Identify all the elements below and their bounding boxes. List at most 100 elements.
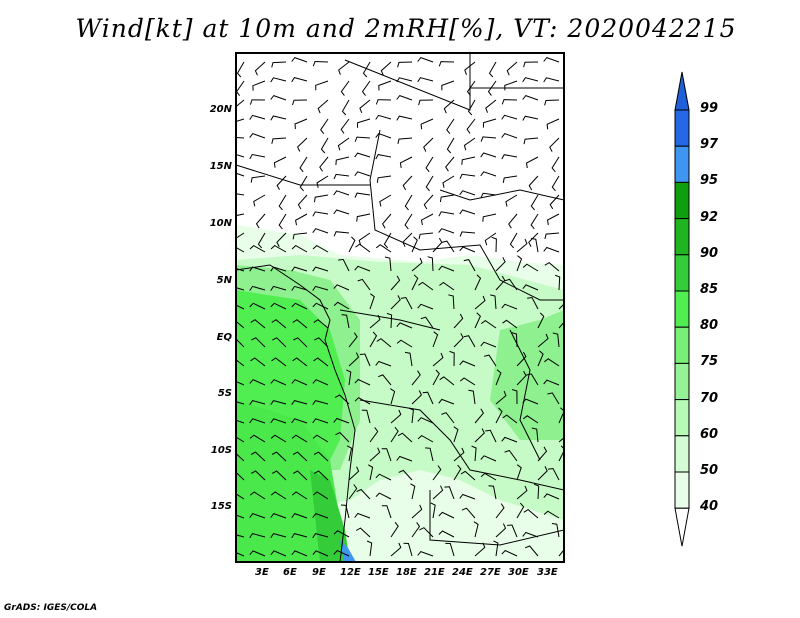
wind-barbs [236,57,564,557]
wind-barb [236,137,245,139]
wind-barb [543,246,560,253]
wind-barb [249,153,266,160]
wind-barb [466,80,476,96]
wind-barb [338,258,350,272]
wind-barb [446,118,455,135]
wind-barb [386,312,393,329]
lon-label: 6E [283,567,297,578]
wind-barb [459,209,476,215]
colorbar-swatch [674,290,690,328]
wind-barb [270,285,287,291]
wind-barb [522,398,539,405]
wind-barb [390,409,402,424]
colorbar-swatch [674,181,690,220]
wind-barb [402,175,413,191]
colorbar-label: 85 [700,282,719,297]
wind-barb [291,513,308,519]
wind-barb [249,99,266,105]
wind-barb [270,302,287,310]
wind-barb [418,232,434,240]
wind-barb [354,171,371,177]
wind-barb [272,337,287,348]
wind-barb [524,545,539,557]
wind-barb [420,316,434,329]
wind-barb [502,414,518,424]
wind-barb [320,118,329,135]
wind-barb [292,470,308,481]
wind-barb [403,542,413,557]
wind-barb [297,194,308,210]
wind-barb [502,175,518,183]
wind-barb [312,491,329,500]
wind-barb [236,552,245,557]
wind-barb [249,400,266,405]
wind-barb [236,419,245,424]
wind-barb [558,549,564,557]
wind-barb [511,389,518,405]
wind-barb [530,194,539,211]
wind-barb [438,511,455,519]
wind-barb [474,428,485,443]
wind-barb [333,231,350,237]
colorbar [674,71,690,547]
wind-barb [480,152,497,158]
wind-barb [250,451,266,462]
wind-barb [417,303,434,310]
wind-barb [236,80,245,96]
wind-barb [397,61,413,68]
wind-barb [466,118,476,134]
wind-barb [453,333,464,348]
lon-label: 9E [312,567,326,578]
wind-barb [537,446,548,462]
wind-barb [270,533,287,539]
wind-barb [501,436,518,443]
colorbar-swatch [674,399,690,437]
wind-barb [487,80,497,96]
wind-barb [445,156,455,172]
colorbar-swatch [674,435,690,473]
wind-barb [408,407,414,424]
colorbar-label: 75 [700,354,719,370]
wind-barb [270,244,287,253]
wind-barb [528,232,539,247]
wind-barb [404,213,413,230]
colorbar-swatch [674,145,690,183]
wind-barb [384,256,392,272]
lat-label: 15S [210,501,232,512]
wind-barb [354,152,371,158]
wind-barb [361,80,371,96]
wind-barb [381,505,392,519]
wind-barb [441,240,455,253]
wind-barb [354,192,371,198]
wind-barb [312,400,329,405]
wind-barb [438,265,455,272]
wind-barb [271,137,287,144]
wind-barb [490,294,497,310]
wind-barb [480,171,497,177]
wind-barb [404,194,413,211]
wind-barb [362,61,371,78]
wind-barb [354,512,371,519]
wind-barb [317,99,329,114]
wind-barb [375,360,392,367]
wind-barb [504,80,518,91]
wind-barb [270,513,287,519]
wind-barb [249,550,266,557]
wind-barb [270,434,287,443]
wind-barb [396,339,413,348]
wind-barb [432,465,442,481]
wind-barb [250,319,266,329]
wind-barb [549,194,560,210]
wind-barb [369,293,375,310]
wind-barb [236,304,245,310]
wind-barb [312,434,329,443]
wind-barb [333,530,350,538]
wind-barb [495,407,503,424]
wind-barb [522,531,539,538]
wind-barb [439,194,455,203]
wind-barb [249,513,266,519]
lat-label: 20N [209,104,232,115]
wind-barb [516,485,528,500]
wind-barb [291,400,308,405]
